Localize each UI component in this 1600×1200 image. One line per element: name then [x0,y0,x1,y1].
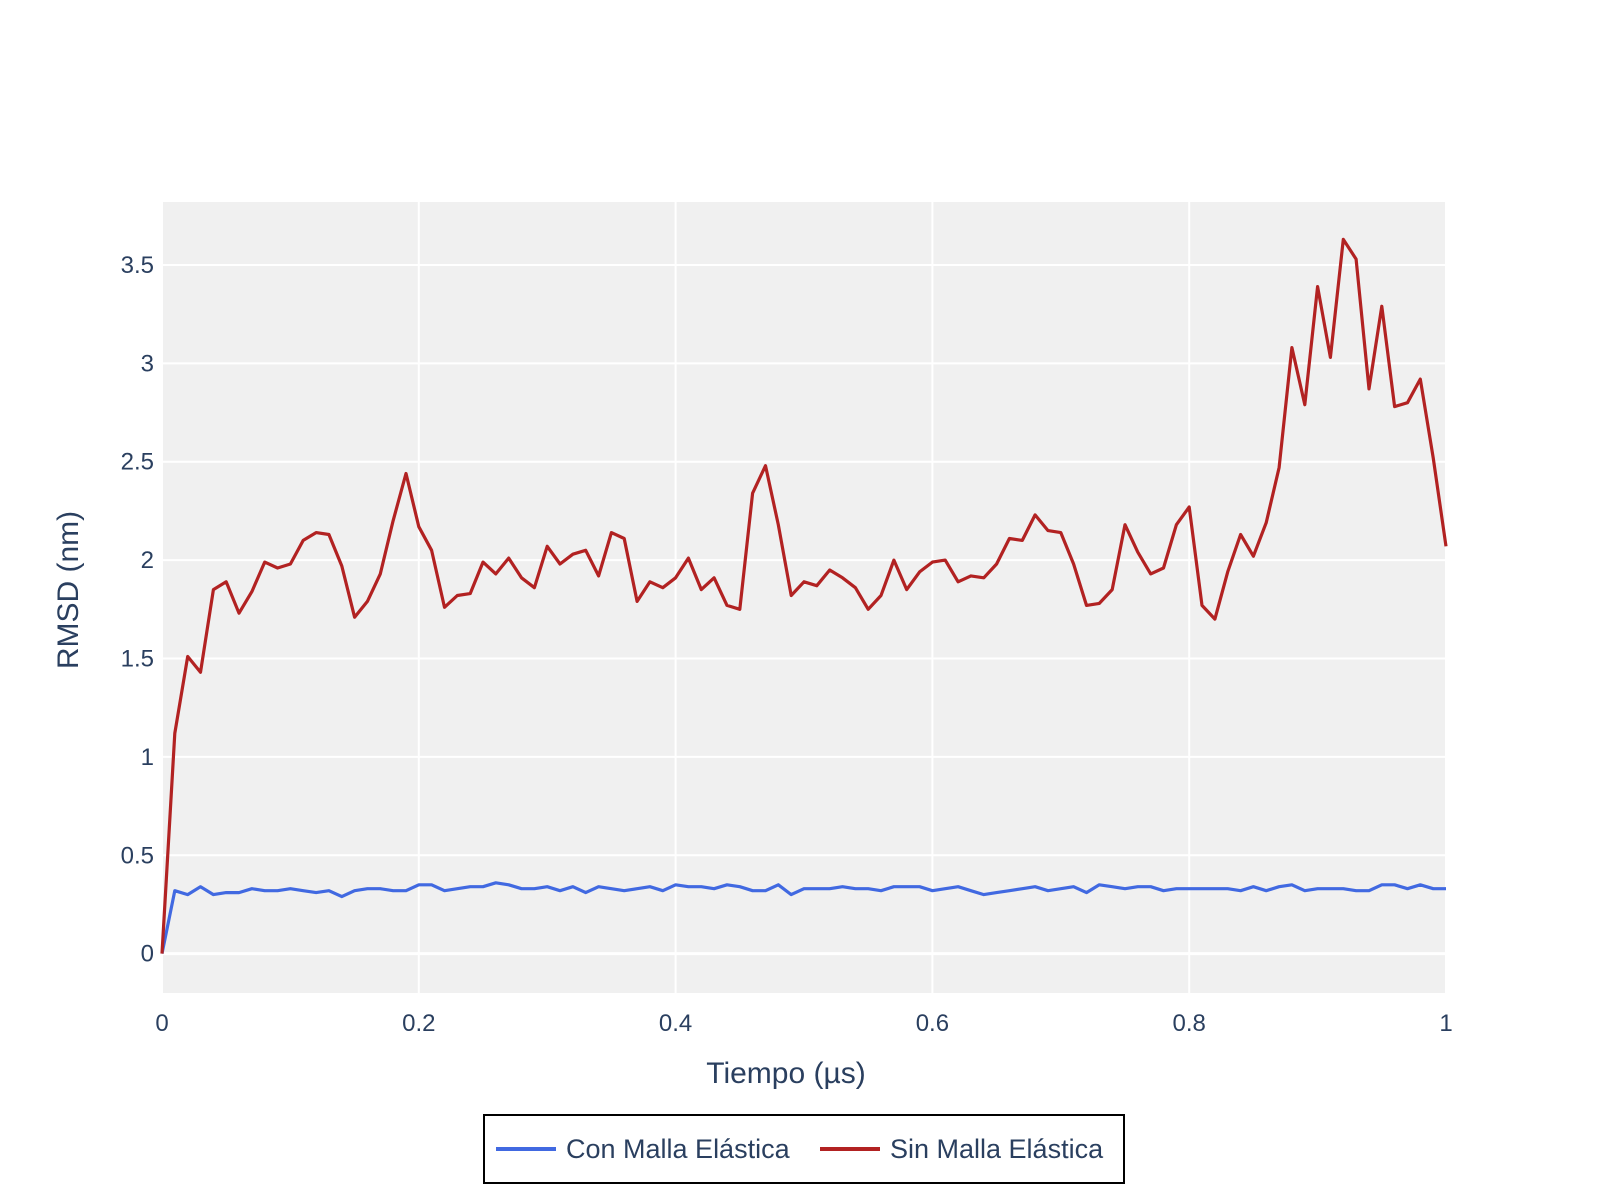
plot-area [162,202,1446,993]
y-axis-ticks: 0 0.5 1 1.5 2 2.5 3 3.5 [121,252,154,968]
x-tick-label: 0.8 [1173,1010,1206,1037]
y-tick-label: 0.5 [121,842,154,869]
x-tick-label: 1 [1439,1010,1452,1037]
y-tick-label: 1.5 [121,645,154,672]
x-axis-ticks: 0 0.2 0.4 0.6 0.8 1 [155,1010,1452,1037]
y-tick-label: 1 [141,744,154,771]
x-axis-title: Tiempo (µs) [706,1057,866,1090]
grid-lines [161,202,1447,993]
legend: Con Malla Elástica Sin Malla Elástica [483,1114,1125,1184]
legend-box [483,1114,1125,1184]
x-tick-label: 0 [155,1010,168,1037]
y-tick-label: 3.5 [121,252,154,279]
y-tick-label: 0 [141,941,154,968]
series-lines [160,237,1448,954]
y-tick-label: 2 [141,547,154,574]
y-tick-label: 3 [141,350,154,377]
y-tick-label: 2.5 [121,449,154,476]
legend-label-con-malla: Con Malla Elástica [566,1134,791,1164]
x-tick-label: 0.2 [402,1010,435,1037]
y-axis-title: RMSD (nm) [52,511,85,669]
x-tick-label: 0.4 [659,1010,692,1037]
series-line-con-malla [160,881,1446,954]
series-line-sin-malla [160,237,1448,954]
x-tick-label: 0.6 [916,1010,949,1037]
legend-label-sin-malla: Sin Malla Elástica [890,1134,1104,1164]
